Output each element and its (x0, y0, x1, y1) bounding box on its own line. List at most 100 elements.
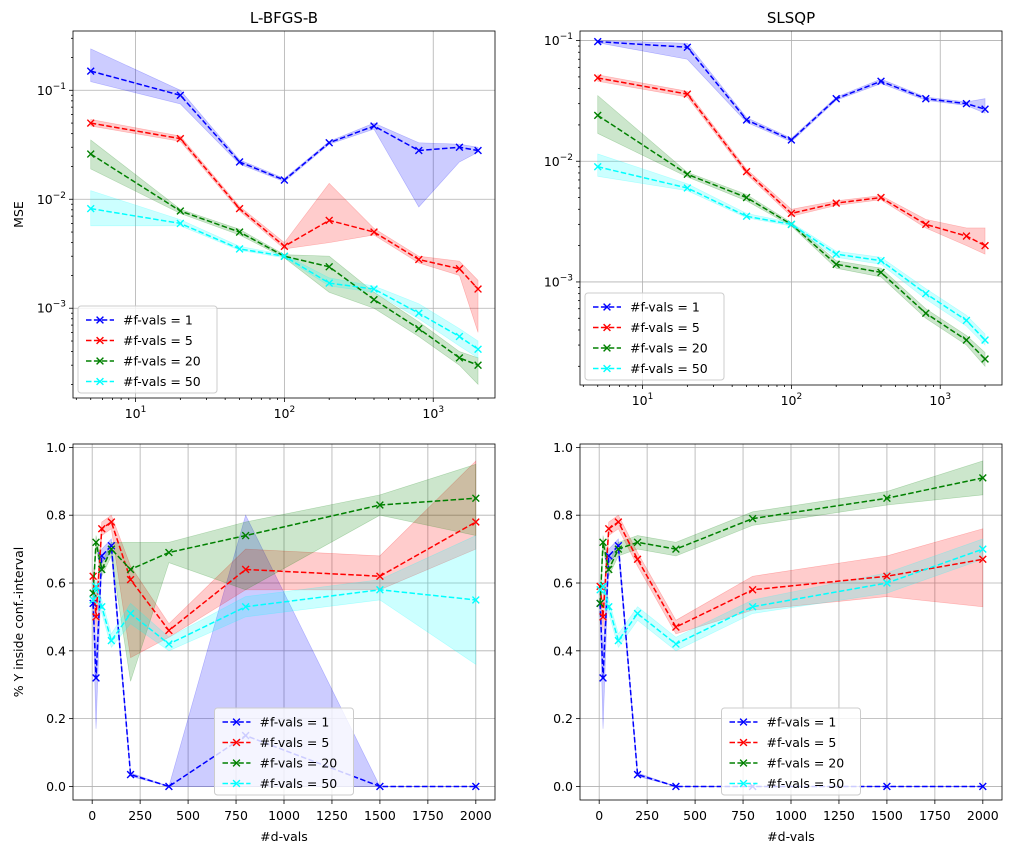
data-point (981, 241, 989, 250)
legend-item-f-vals-5: #f-vals = 5 (222, 735, 330, 750)
data-point (604, 565, 613, 574)
y-tick-label: 0.2 (553, 711, 573, 726)
data-point (474, 361, 482, 370)
data-point (414, 324, 423, 333)
data-point (97, 602, 106, 611)
y-tick-label: 10−3 (544, 273, 573, 289)
data-point (742, 212, 751, 221)
data-point (471, 494, 480, 503)
x-tick-label: 1750 (919, 808, 951, 823)
data-point (614, 636, 623, 645)
data-point (962, 99, 971, 108)
confidence-band-f-vals-1 (90, 48, 479, 208)
data-point (471, 596, 480, 604)
data-point (370, 122, 378, 130)
data-point (883, 579, 891, 587)
legend-marker (739, 718, 748, 726)
data-point (787, 209, 796, 218)
data-point (633, 538, 642, 547)
legend-marker (96, 377, 104, 386)
data-point (97, 524, 106, 533)
y-tick-label: 10−3 (37, 300, 66, 316)
legend-label: #f-vals = 20 (767, 756, 845, 771)
plot-area (593, 37, 989, 368)
legend-item-f-vals-50: #f-vals = 50 (222, 776, 337, 791)
data-point (683, 90, 692, 99)
legend-label: #f-vals = 1 (630, 300, 700, 315)
data-point (325, 262, 334, 271)
legend-label: #f-vals = 5 (123, 333, 193, 348)
x-tick-label: 2000 (460, 808, 492, 823)
data-point (376, 585, 384, 594)
x-tick-label: 1250 (823, 808, 855, 823)
legend-item-f-vals-1: #f-vals = 1 (222, 715, 330, 730)
data-point (672, 623, 680, 631)
x-tick-label: 500 (176, 808, 200, 823)
data-point (165, 782, 173, 791)
legend-label: #f-vals = 20 (630, 341, 708, 356)
legend-label: #f-vals = 5 (767, 735, 837, 750)
data-point (593, 111, 602, 120)
legend-item-f-vals-1: #f-vals = 1 (593, 300, 700, 315)
confidence-band-f-vals-50 (90, 190, 479, 359)
legend-label: #f-vals = 5 (630, 320, 700, 335)
data-point (672, 782, 680, 791)
data-point (86, 150, 95, 158)
data-point (596, 582, 605, 591)
legend-box (721, 707, 861, 796)
y-tick-label: 10−1 (37, 82, 66, 98)
y-tick-label: 0.6 (553, 576, 573, 591)
legend: #f-vals = 1 #f-vals = 5 #f-vals = 20 #f-val… (77, 305, 218, 394)
data-point (877, 77, 885, 86)
data-point (921, 289, 930, 298)
x-tick-label: 103 (422, 405, 444, 421)
data-point (376, 782, 384, 791)
data-point (877, 268, 885, 277)
tick-labels: 0 250 500 750 1000 1250 1500 1750 2000 0.0 0.2 0.4 0… (553, 440, 999, 823)
data-point (474, 285, 482, 293)
series-line-f-vals-50 (599, 548, 984, 645)
data-point (86, 204, 95, 213)
x-tick-label: 750 (224, 808, 248, 823)
data-point (471, 518, 480, 526)
y-tick-label: 0.8 (46, 508, 66, 523)
legend-marker (232, 759, 241, 767)
data-point (978, 474, 987, 482)
data-point (962, 316, 971, 325)
legend-label: #f-vals = 20 (123, 354, 201, 369)
legend-label: #f-vals = 1 (767, 715, 837, 730)
data-point (978, 782, 987, 791)
legend: #f-vals = 1 #f-vals = 5 #f-vals = 20 #f-val… (214, 707, 354, 796)
data-point (832, 199, 841, 207)
data-point (107, 541, 116, 550)
data-point (241, 531, 250, 540)
confidence-band-f-vals-5 (90, 119, 479, 333)
confidence-band-f-vals-20 (90, 139, 479, 386)
data-point (883, 572, 891, 581)
x-axis-label: #d-vals (260, 829, 308, 844)
x-tick-label: 102 (274, 405, 296, 421)
chart-title: L-BFGS-B (250, 9, 318, 27)
data-point (325, 216, 334, 225)
x-tick-label: 2000 (967, 808, 999, 823)
data-point (474, 345, 482, 354)
data-point (633, 555, 642, 564)
tick-labels: 101 102 103 10−3 10−2 10−1 (37, 37, 479, 421)
y-tick-label: 1.0 (46, 440, 66, 455)
legend-box (214, 707, 354, 796)
legend-marker (739, 738, 748, 747)
data-point (414, 255, 423, 264)
legend-marker (739, 759, 748, 767)
legend-label: #f-vals = 1 (260, 715, 330, 730)
data-point (614, 518, 623, 526)
y-tick-label: 0.0 (46, 779, 66, 794)
legend-label: #f-vals = 5 (260, 735, 330, 750)
data-point (748, 514, 757, 523)
data-point (92, 582, 100, 591)
confidence-band-f-vals-20 (92, 463, 477, 682)
data-point (883, 494, 891, 503)
coverage-slsqp-panel: 0 250 500 750 1000 1250 1500 1750 2000 0.0 0.2 0.4 0… (553, 440, 1003, 844)
data-point (126, 609, 135, 618)
legend-label: #f-vals = 50 (767, 776, 845, 791)
data-point (599, 674, 607, 682)
